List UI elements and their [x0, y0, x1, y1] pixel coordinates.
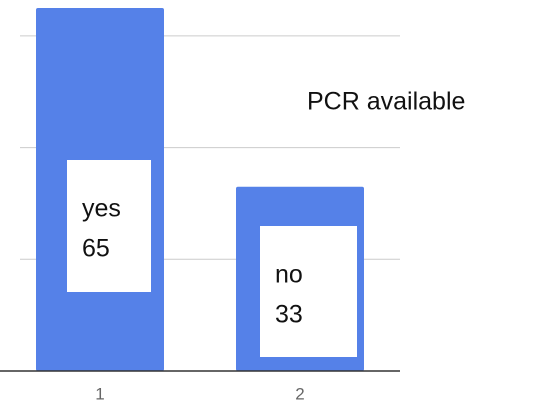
- chart-title: PCR available: [307, 88, 465, 116]
- label-box: [260, 226, 357, 357]
- value-label: 33: [275, 301, 303, 329]
- plot: 1 yes 65 2 no 33: [0, 7, 400, 403]
- x-tick-label: 1: [95, 384, 104, 403]
- bar-label: no: [275, 261, 303, 289]
- x-tick-label: 2: [295, 384, 304, 403]
- value-label: 65: [82, 235, 110, 263]
- bar-label: yes: [82, 195, 121, 223]
- label-box: [67, 160, 151, 292]
